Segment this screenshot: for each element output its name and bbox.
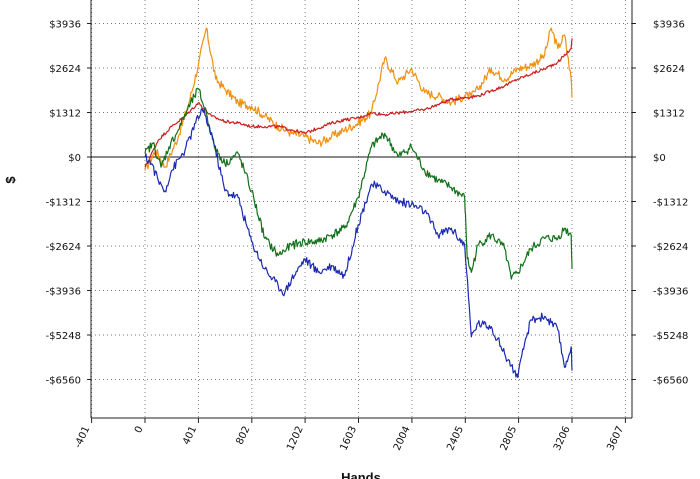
y-tick-label-left: -$2624 — [46, 242, 81, 253]
x-tick-label: 802 — [234, 425, 252, 447]
y-tick-label-right: $3936 — [653, 20, 685, 31]
x-tick-label: 1202 — [285, 425, 306, 453]
y-tick-label-right: -$1312 — [653, 198, 688, 209]
y-tick-label-right: -$6560 — [653, 376, 688, 387]
y-tick-label-left: -$6560 — [46, 376, 81, 387]
y-tick-label-left: $0 — [68, 153, 81, 164]
y-tick-label-left: -$1312 — [46, 198, 81, 209]
series-line-4 — [144, 108, 573, 379]
x-tick-label: -401 — [73, 425, 93, 450]
x-tick-label: 0 — [133, 425, 146, 435]
tick-labels: -401 0 401 802 1202 1603 2004 2405 2805 3206 3607 $… — [46, 20, 689, 453]
gridlines — [91, 0, 632, 418]
y-tick-label-right: -$5248 — [653, 331, 688, 342]
x-tick-label: 3607 — [605, 425, 626, 453]
axes — [87, 0, 636, 423]
y-axis-title: $ — [3, 176, 18, 184]
y-tick-label-left: $2624 — [49, 64, 81, 75]
x-tick-label: 2805 — [499, 425, 520, 453]
y-tick-label-left: -$5248 — [46, 331, 81, 342]
y-tick-label-left: -$3936 — [46, 287, 81, 298]
series-lines — [144, 27, 573, 379]
series-line-2 — [144, 38, 573, 168]
x-tick-label: 401 — [181, 425, 199, 447]
x-tick-label: 2405 — [445, 425, 466, 453]
x-tick-label: 3206 — [552, 425, 573, 453]
y-tick-label-right: -$2624 — [653, 242, 688, 253]
y-tick-label-right: -$3936 — [653, 287, 688, 298]
y-tick-label-left: $3936 — [49, 20, 81, 31]
y-tick-label-right: $2624 — [653, 64, 685, 75]
y-tick-label-left: $1312 — [49, 109, 81, 120]
x-tick-label: 2004 — [392, 425, 413, 453]
series-line-1 — [144, 27, 573, 171]
y-tick-label-right: $1312 — [653, 109, 685, 120]
x-tick-label: 1603 — [338, 425, 359, 453]
x-axis-title: Hands — [341, 470, 381, 479]
y-tick-label-right: $0 — [653, 153, 666, 164]
